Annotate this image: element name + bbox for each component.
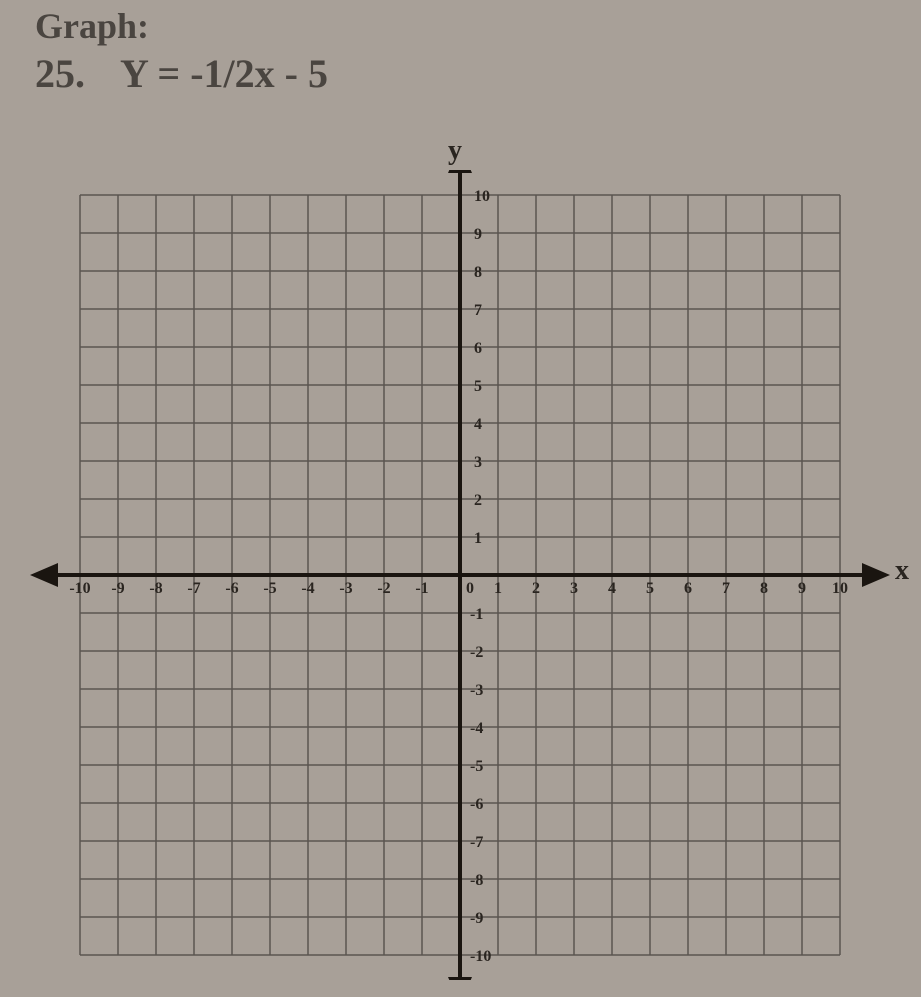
svg-text:-6: -6 [225, 580, 238, 597]
svg-text:10: 10 [474, 188, 490, 205]
svg-text:2: 2 [474, 492, 482, 509]
svg-text:6: 6 [684, 580, 692, 597]
svg-text:-5: -5 [263, 580, 276, 597]
svg-text:-8: -8 [149, 580, 162, 597]
coordinate-grid: -10 -9 -8 -7 -6 -5 -4 -3 -2 -1 1 2 3 4 5 6 7 8 9 10 0 1 2 3 4 5 6 7… [30, 170, 900, 980]
svg-text:-7: -7 [187, 580, 200, 597]
svg-text:1: 1 [494, 580, 502, 597]
svg-text:5: 5 [474, 378, 482, 395]
svg-text:-7: -7 [470, 834, 483, 851]
svg-text:9: 9 [798, 580, 806, 597]
svg-text:-8: -8 [470, 872, 483, 889]
svg-text:1: 1 [474, 530, 482, 547]
svg-text:-9: -9 [111, 580, 124, 597]
problem-number: 25. [35, 50, 85, 97]
svg-text:-1: -1 [415, 580, 428, 597]
svg-text:-10: -10 [470, 948, 491, 965]
y-axis-label: y [448, 135, 462, 167]
svg-text:7: 7 [722, 580, 730, 597]
svg-text:8: 8 [760, 580, 768, 597]
svg-text:-6: -6 [470, 796, 483, 813]
svg-text:2: 2 [532, 580, 540, 597]
svg-text:-4: -4 [301, 580, 314, 597]
svg-text:-3: -3 [470, 682, 483, 699]
svg-text:-3: -3 [339, 580, 352, 597]
svg-text:-2: -2 [470, 644, 483, 661]
svg-text:4: 4 [474, 416, 482, 433]
svg-text:-10: -10 [69, 580, 90, 597]
svg-text:10: 10 [832, 580, 848, 597]
svg-text:6: 6 [474, 340, 482, 357]
svg-text:-5: -5 [470, 758, 483, 775]
equation-text: Y = -1/2x - 5 [120, 50, 328, 97]
graph-title: Graph: [35, 5, 149, 47]
svg-text:0: 0 [466, 580, 474, 597]
svg-text:-2: -2 [377, 580, 390, 597]
svg-text:8: 8 [474, 264, 482, 281]
svg-text:-9: -9 [470, 910, 483, 927]
svg-text:4: 4 [608, 580, 616, 597]
svg-text:3: 3 [570, 580, 578, 597]
svg-text:-1: -1 [470, 606, 483, 623]
svg-text:3: 3 [474, 454, 482, 471]
svg-text:-4: -4 [470, 720, 483, 737]
svg-text:5: 5 [646, 580, 654, 597]
svg-text:9: 9 [474, 226, 482, 243]
svg-text:7: 7 [474, 302, 482, 319]
grid-svg: -10 -9 -8 -7 -6 -5 -4 -3 -2 -1 1 2 3 4 5 6 7 8 9 10 0 1 2 3 4 5 6 7… [30, 170, 900, 980]
